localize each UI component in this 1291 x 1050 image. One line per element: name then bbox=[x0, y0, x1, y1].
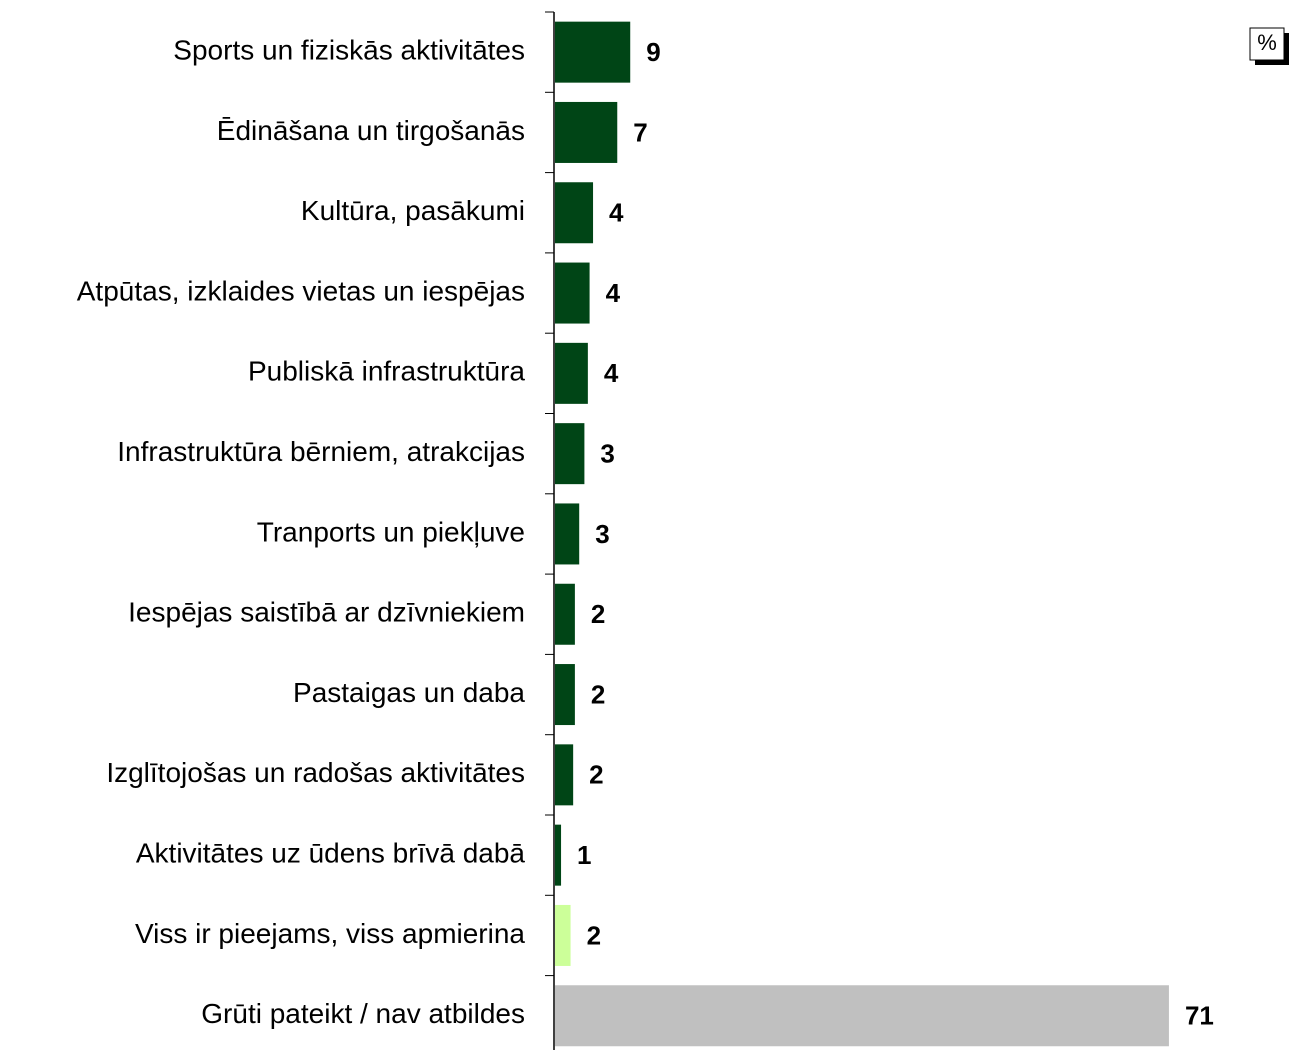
data-label: 1 bbox=[577, 840, 591, 870]
bar bbox=[555, 583, 575, 645]
data-label: 2 bbox=[587, 920, 601, 950]
bar bbox=[555, 342, 588, 404]
bar bbox=[555, 423, 585, 485]
data-label: 2 bbox=[589, 760, 603, 790]
unit-box bbox=[1249, 27, 1285, 61]
category-label: Aktivitātes uz ūdens brīvā dabā bbox=[136, 838, 526, 869]
bar bbox=[555, 182, 594, 244]
bar bbox=[555, 824, 562, 886]
bar bbox=[555, 101, 618, 163]
data-label: 2 bbox=[591, 599, 605, 629]
bar bbox=[555, 985, 1169, 1047]
data-label: 7 bbox=[633, 117, 647, 147]
category-label: Infrastruktūra bērniem, atrakcijas bbox=[117, 436, 525, 467]
category-label: Publiskā infrastruktūra bbox=[248, 356, 525, 387]
data-label: 4 bbox=[604, 358, 619, 388]
category-label: Kultūra, pasākumi bbox=[301, 195, 525, 226]
bar bbox=[555, 664, 575, 726]
bar bbox=[555, 21, 631, 83]
category-label: Pastaigas un daba bbox=[293, 677, 525, 708]
data-label: 3 bbox=[600, 439, 614, 469]
data-label: 3 bbox=[595, 519, 609, 549]
bar bbox=[555, 262, 590, 324]
category-label: Tranports un piekļuve bbox=[257, 516, 525, 547]
category-label: Ēdināšana un tirgošanās bbox=[217, 115, 525, 146]
data-label: 9 bbox=[646, 37, 660, 67]
category-label: Izglītojošas un radošas aktivitātes bbox=[106, 757, 525, 788]
data-label: 4 bbox=[606, 278, 621, 308]
bar bbox=[555, 744, 574, 806]
bar bbox=[555, 503, 580, 565]
data-label: 4 bbox=[609, 198, 624, 228]
category-label: Atpūtas, izklaides vietas un iespējas bbox=[77, 275, 525, 306]
category-label: Grūti pateikt / nav atbildes bbox=[201, 998, 525, 1029]
unit-label: % bbox=[1257, 30, 1277, 55]
category-label: Iespējas saistībā ar dzīvniekiem bbox=[128, 597, 525, 628]
category-label: Sports un fiziskās aktivitātes bbox=[173, 35, 525, 66]
bar bbox=[555, 904, 571, 966]
data-label: 2 bbox=[591, 679, 605, 709]
data-label: 71 bbox=[1185, 1001, 1214, 1031]
category-label: Viss ir pieejams, viss apmierina bbox=[135, 918, 525, 949]
